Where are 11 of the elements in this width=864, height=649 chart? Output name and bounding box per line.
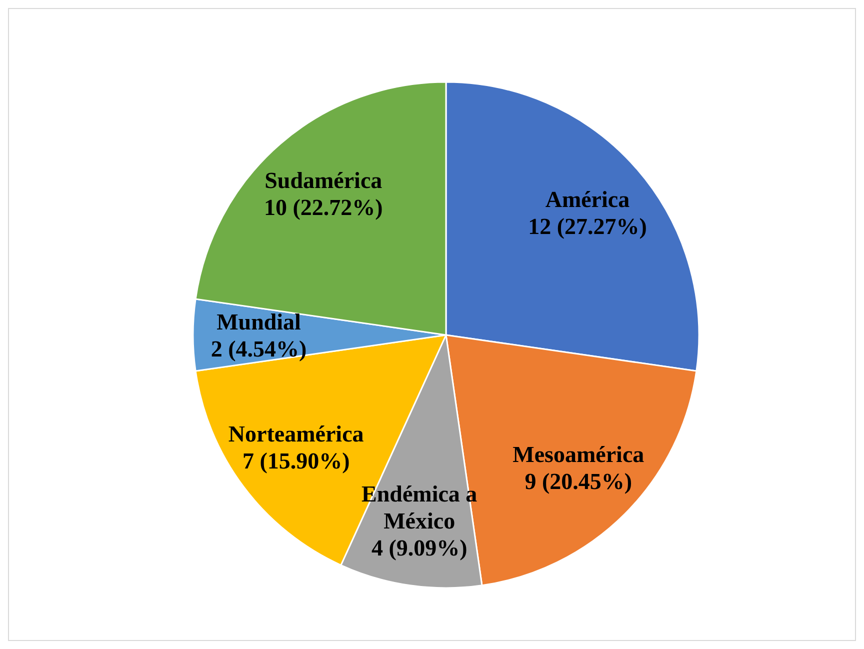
data-label: 2 (4.54%) (210, 336, 307, 361)
data-label: 10 (22.72%) (264, 194, 383, 220)
data-label: 7 (15.90%) (242, 448, 350, 474)
slice-label: Sudamérica (264, 168, 383, 193)
slice-label: Norteamérica (228, 421, 364, 446)
slice-label: América (545, 186, 630, 212)
data-label: 4 (9.09%) (371, 534, 468, 560)
slice-label: Mesoamérica (512, 441, 645, 466)
slice-label: Mundial (216, 309, 301, 334)
data-label: 9 (20.45%) (524, 468, 632, 494)
data-label: 12 (27.27%) (528, 213, 647, 238)
